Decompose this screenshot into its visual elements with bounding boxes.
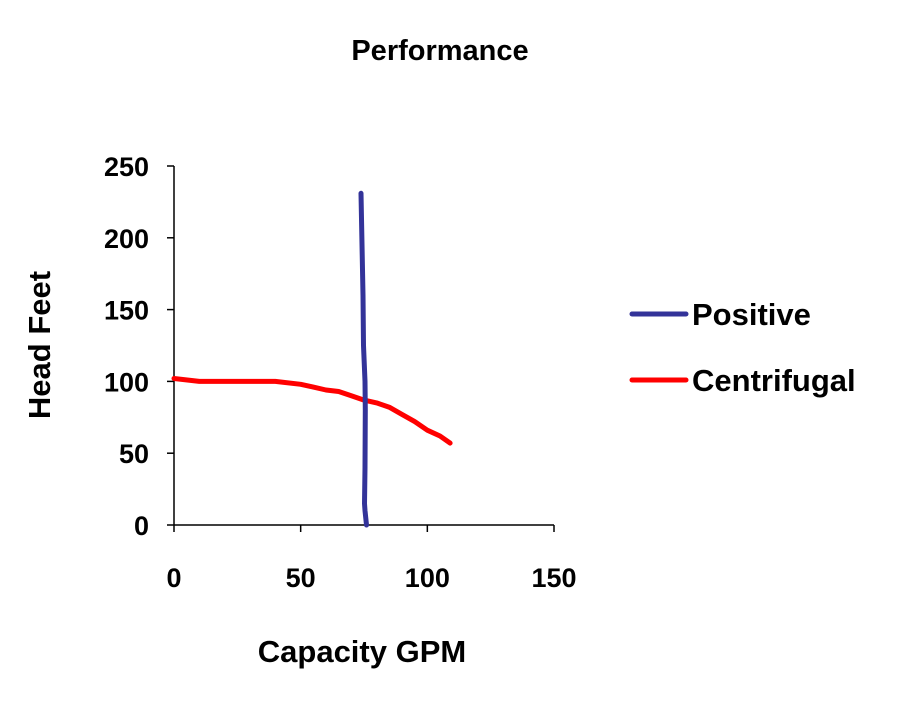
y-tick-label: 50 [119,439,149,469]
y-tick-label: 100 [104,367,149,397]
plot-area: 0 50 100 150 200 250 0 50 100 150 [104,152,577,593]
x-tick-label: 50 [286,563,316,593]
series-line-centrifugal [171,376,453,446]
y-axis-title: Head Feet [22,271,57,419]
y-tick-label: 0 [134,511,149,541]
series-line-positive [358,190,369,528]
x-tick-label: 100 [405,563,450,593]
y-tick-label: 200 [104,224,149,254]
y-tick-label: 250 [104,152,149,182]
x-tick-label: 150 [531,563,576,593]
legend-label-positive: Positive [692,297,811,332]
x-axis-title: Capacity GPM [258,634,466,669]
x-tick-label: 0 [166,563,181,593]
y-tick-label: 150 [104,296,149,326]
legend: Positive Centrifugal [629,297,856,398]
legend-label-centrifugal: Centrifugal [692,363,856,398]
chart-title: Performance [351,35,528,67]
